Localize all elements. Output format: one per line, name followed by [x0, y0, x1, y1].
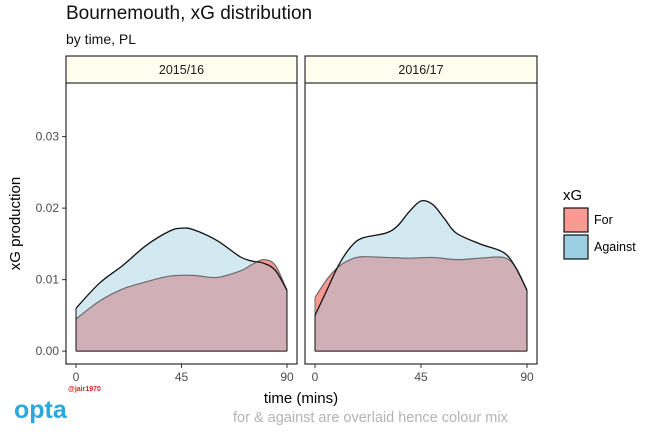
legend: xG For Against	[563, 187, 636, 260]
legend-label: For	[594, 213, 613, 227]
legend-label: Against	[594, 240, 636, 254]
x-tick-label: 0	[312, 370, 319, 384]
density-for-line	[314, 256, 528, 298]
x-axis-title: time (mins)	[264, 390, 338, 407]
density-against-area	[76, 227, 287, 352]
y-tick-label: 0.02	[36, 201, 60, 215]
legend-key-for	[563, 207, 589, 233]
x-tick-label: 0	[73, 370, 80, 384]
facet-label: 2015/16	[159, 63, 204, 77]
x-tick-label: 90	[520, 370, 534, 384]
legend-title: xG	[563, 187, 582, 204]
y-tick-label: 0.03	[36, 130, 60, 144]
x-tick-label: 45	[175, 370, 189, 384]
facet-label: 2016/17	[398, 63, 443, 77]
density-for-area	[76, 259, 287, 352]
y-tick-label: 0.01	[36, 273, 60, 287]
y-tick-label: 0.00	[36, 344, 60, 358]
legend-key-against	[563, 234, 589, 260]
x-tick-label: 45	[414, 370, 428, 384]
opta-logo: opta	[14, 396, 67, 424]
density-against-line	[75, 227, 288, 309]
y-axis-title: xG production	[7, 177, 24, 270]
density-for-area	[315, 256, 527, 352]
chart-subtitle: by time, PL	[66, 31, 137, 47]
density-against-line	[314, 199, 528, 316]
x-tick-label: 90	[280, 370, 294, 384]
chart-title: Bournemouth, xG distribution	[66, 3, 313, 24]
density-against-area	[315, 200, 527, 352]
credit-handle: @jair1970	[68, 386, 101, 393]
facet-strip	[65, 55, 298, 84]
density-for-line	[75, 259, 288, 320]
facet-strip	[304, 55, 538, 84]
footer-caption: for & against are overlaid hence colour …	[233, 410, 508, 426]
